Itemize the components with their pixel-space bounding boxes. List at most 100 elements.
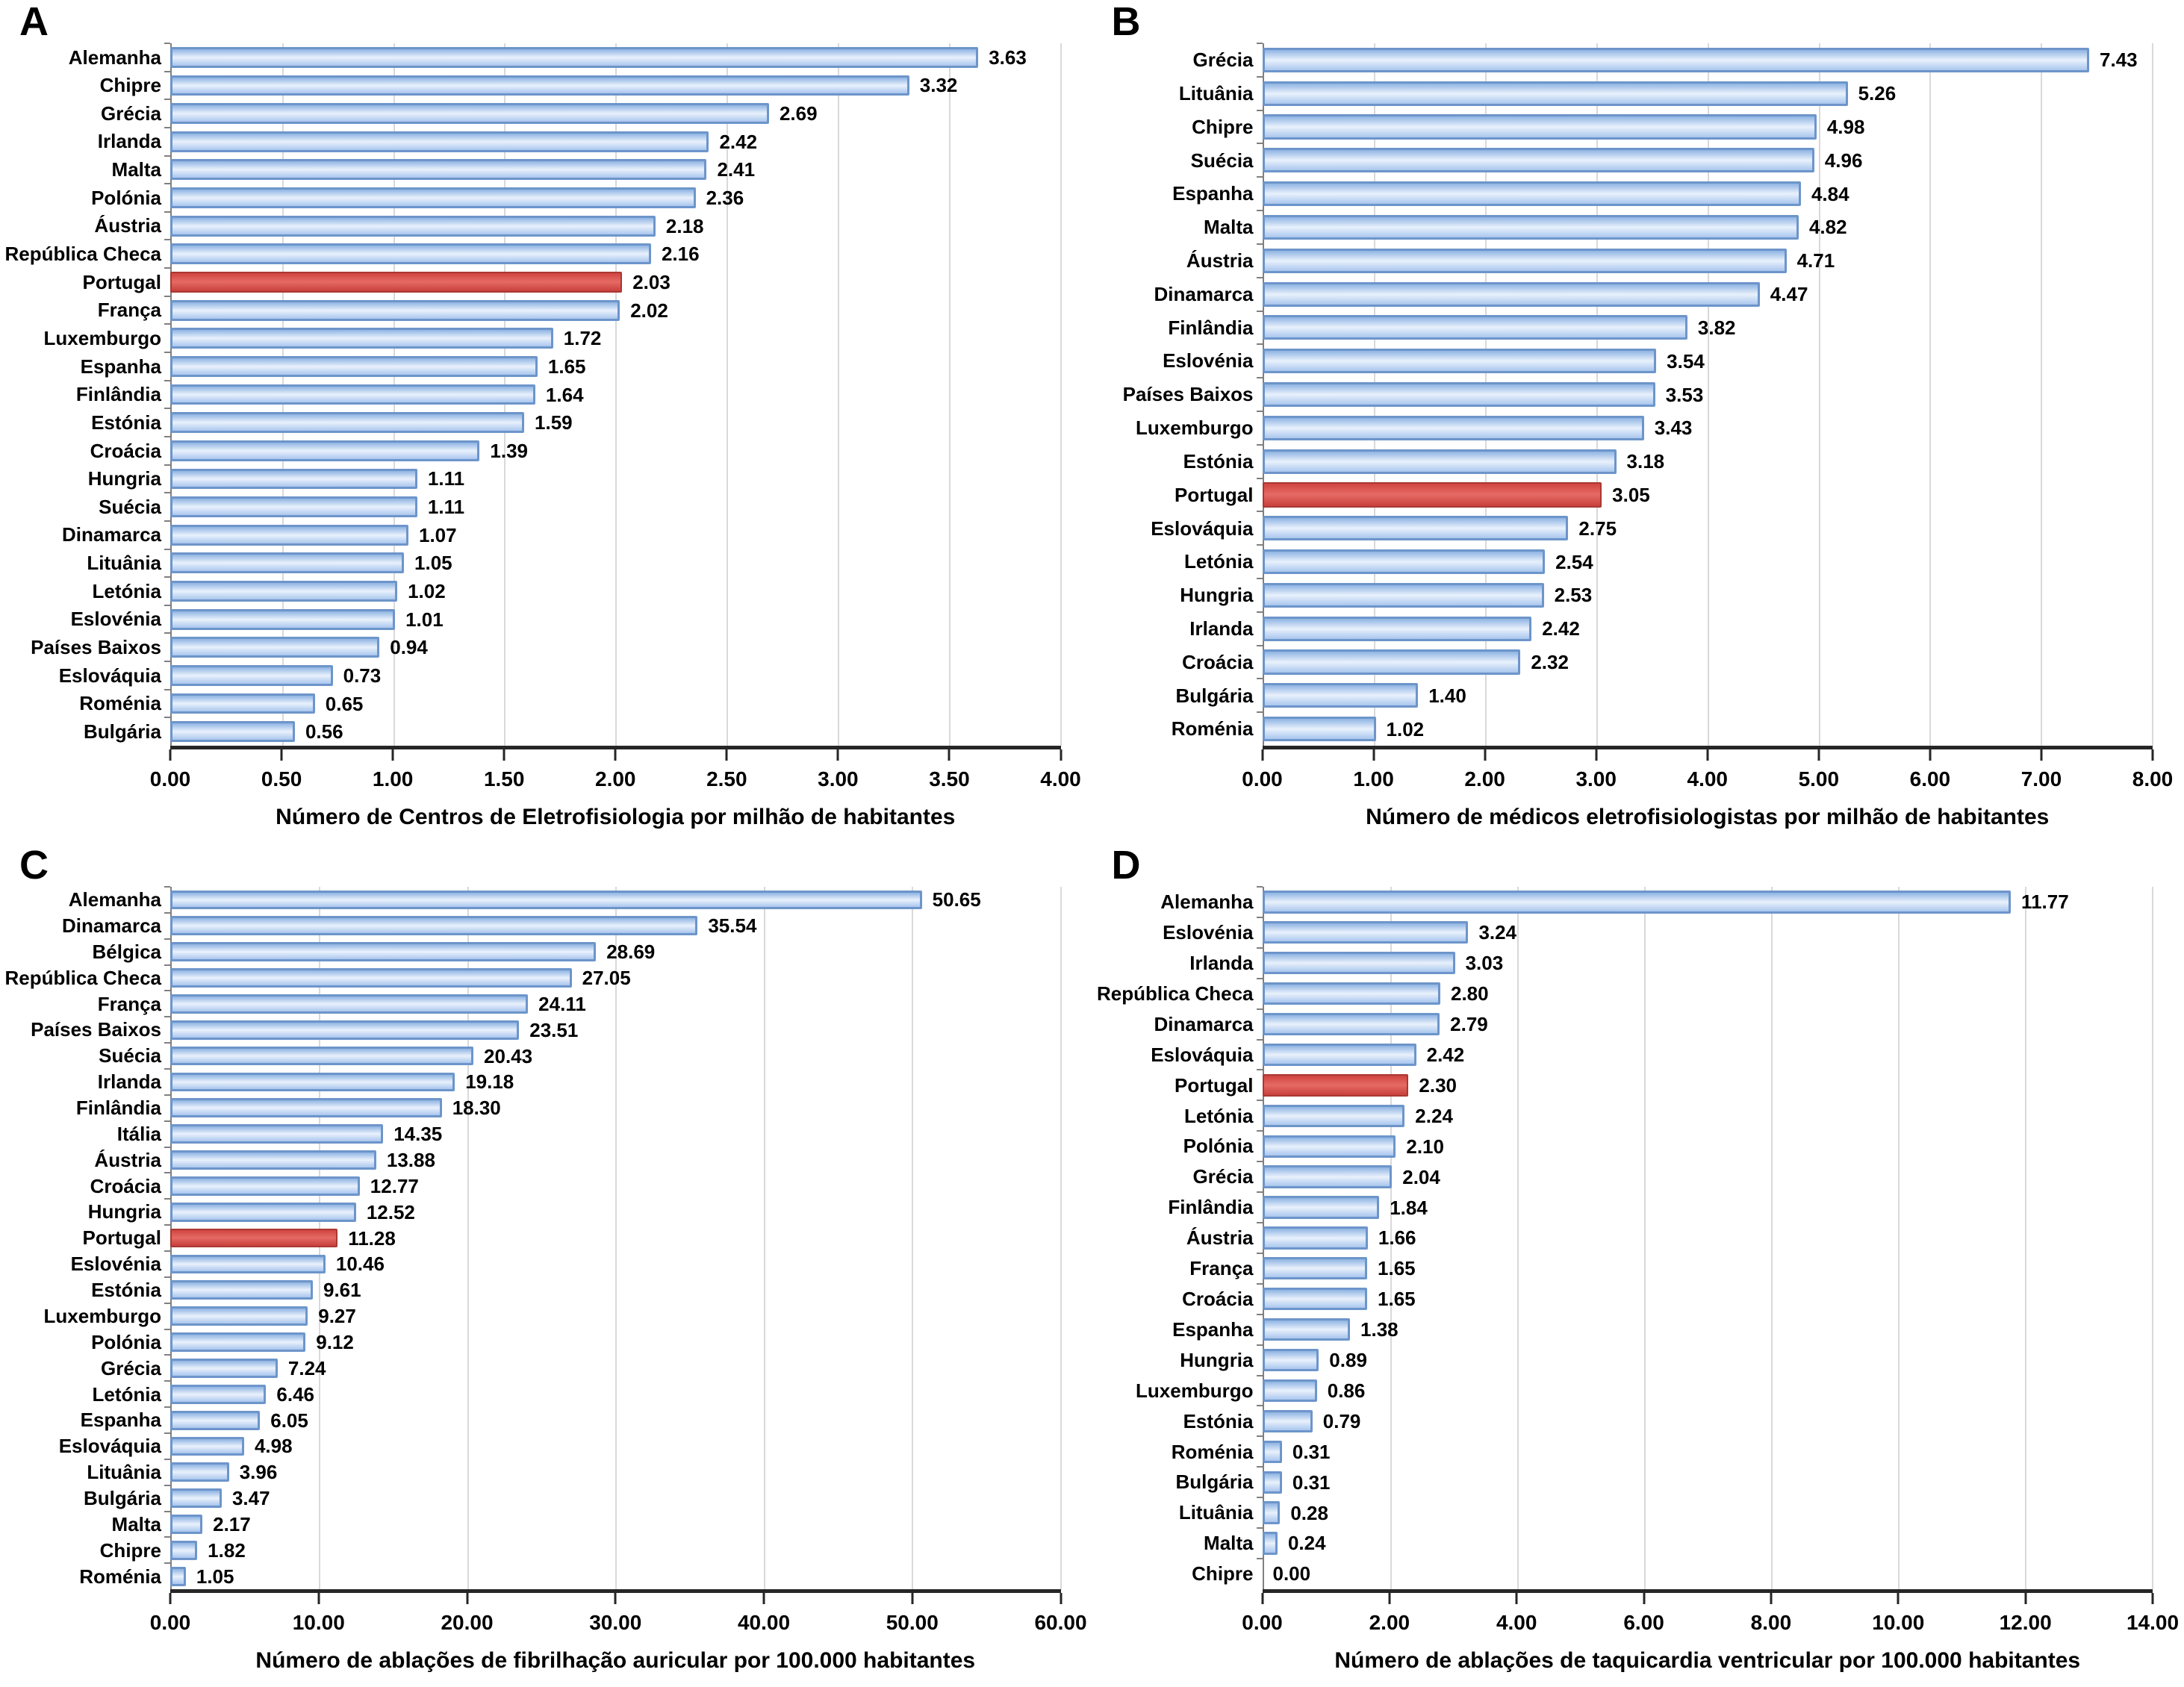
category-label: Letónia xyxy=(92,1382,161,1406)
category-label: República Checa xyxy=(4,966,161,989)
value-label: 7.43 xyxy=(2100,49,2138,72)
bar xyxy=(170,1410,261,1430)
chart-row: Croácia 1.65 xyxy=(1092,1282,2153,1315)
value-label: 12.52 xyxy=(366,1200,415,1223)
category-label: Finlândia xyxy=(75,383,161,406)
bar xyxy=(170,103,769,125)
bar-track: 3.32 xyxy=(170,72,1061,100)
bar-track: 3.05 xyxy=(1262,478,2153,512)
chart-row: República Checa 2.80 xyxy=(1092,977,2153,1009)
chart-row: Eslovénia 3.24 xyxy=(1092,916,2153,948)
value-label: 11.28 xyxy=(348,1226,396,1250)
bar xyxy=(170,46,979,68)
bar-track: 24.11 xyxy=(170,991,1061,1017)
category-label: Malta xyxy=(111,1512,161,1535)
bar-track: 2.02 xyxy=(170,296,1061,325)
category-label: Chipre xyxy=(99,1538,161,1562)
bar-track: 4.82 xyxy=(1262,211,2153,244)
bar xyxy=(1262,1318,1351,1341)
value-label: 2.42 xyxy=(1426,1043,1465,1066)
bar xyxy=(1262,1532,1278,1555)
chart-panel-b: B Grécia 7.43 Lituânia 5.26 Chipre 4.98 Suécia 4… xyxy=(1092,0,2184,844)
gridline xyxy=(1897,887,1900,1589)
chart-row: Dinamarca 1.07 xyxy=(0,520,1061,549)
bar xyxy=(170,1488,222,1509)
chart-row: Alemanha 11.77 xyxy=(1092,886,2153,917)
chart-row: Lituânia 0.28 xyxy=(1092,1497,2153,1528)
bar-track: 1.05 xyxy=(170,1563,1061,1589)
chart-row: Irlanda 19.18 xyxy=(0,1068,1061,1095)
bar-track: 0.31 xyxy=(1262,1467,2153,1497)
category-label: Letónia xyxy=(92,579,161,602)
category-label: Roménia xyxy=(79,692,161,715)
category-label: Dinamarca xyxy=(62,523,161,546)
bar xyxy=(170,159,707,181)
x-tick-label: 10.00 xyxy=(292,1611,345,1634)
chart-row: Finlândia 1.64 xyxy=(0,379,1061,409)
category-label: França xyxy=(1189,1257,1254,1280)
category-label: Áustria xyxy=(1186,1226,1254,1250)
bar xyxy=(1262,81,1848,106)
x-axis-tick xyxy=(836,749,839,761)
bar xyxy=(170,1020,520,1040)
bar-track: 27.05 xyxy=(170,965,1061,991)
bar xyxy=(1262,1288,1368,1311)
bar xyxy=(170,552,405,574)
bar-track: 6.46 xyxy=(170,1381,1061,1407)
bar-track: 9.27 xyxy=(170,1303,1061,1329)
bar xyxy=(1262,47,2090,72)
bar xyxy=(1262,1501,1281,1524)
bar-track: 23.51 xyxy=(170,1017,1061,1043)
x-tick-label: 2.00 xyxy=(1369,1611,1410,1634)
x-axis-title: Número de ablações de taquicardia ventri… xyxy=(1334,1648,2081,1673)
bar xyxy=(1262,1471,1282,1494)
x-axis-tick xyxy=(1929,749,1932,761)
category-label: Grécia xyxy=(101,102,161,125)
chart-row: Croácia 12.77 xyxy=(0,1172,1061,1199)
chart-row: Grécia 7.24 xyxy=(0,1354,1061,1381)
chart-row: Estónia 9.61 xyxy=(0,1276,1061,1303)
x-axis-tick xyxy=(1372,749,1375,761)
bar xyxy=(1262,148,1814,173)
chart-row: Bulgária 3.47 xyxy=(0,1484,1061,1512)
bar xyxy=(1262,449,1617,474)
bar xyxy=(1262,415,1644,440)
chart-row: Finlândia 1.84 xyxy=(1092,1191,2153,1223)
value-label: 2.03 xyxy=(632,270,671,293)
value-label: 2.53 xyxy=(1554,584,1593,607)
bar-track: 9.12 xyxy=(170,1329,1061,1356)
chart-row: Malta 0.24 xyxy=(1092,1527,2153,1559)
value-label: 1.01 xyxy=(405,608,444,631)
value-label: 1.59 xyxy=(535,411,573,434)
gridline xyxy=(912,887,914,1589)
chart-row: Áustria 1.66 xyxy=(1092,1221,2153,1253)
bar-track: 2.32 xyxy=(1262,646,2153,679)
category-label: Portugal xyxy=(82,270,161,293)
category-label: Eslováquia xyxy=(58,1435,161,1458)
value-label: 2.02 xyxy=(630,299,668,322)
category-label: Espanha xyxy=(80,1409,161,1432)
chart-row: Lituânia 1.05 xyxy=(0,548,1061,578)
value-label: 4.98 xyxy=(254,1435,293,1458)
chart-row: Grécia 2.69 xyxy=(0,99,1061,128)
chart-row: Suécia 20.43 xyxy=(0,1042,1061,1069)
category-label: Eslováquia xyxy=(1151,1043,1254,1066)
bar-track: 12.77 xyxy=(170,1173,1061,1199)
value-label: 2.42 xyxy=(1542,617,1580,640)
chart-row: Polónia 9.12 xyxy=(0,1328,1061,1356)
bar-track: 2.04 xyxy=(1262,1161,2153,1192)
chart-row: Eslovénia 10.46 xyxy=(0,1250,1061,1277)
bar-track: 1.02 xyxy=(170,577,1061,605)
bar xyxy=(170,1384,267,1404)
value-label: 1.82 xyxy=(208,1538,246,1562)
gridline xyxy=(467,887,469,1589)
bar-track: 1.40 xyxy=(1262,679,2153,712)
bar xyxy=(1262,1409,1313,1432)
value-label: 3.96 xyxy=(239,1461,278,1484)
x-tick-label: 50.00 xyxy=(886,1611,939,1634)
category-label: Grécia xyxy=(101,1356,161,1379)
bar xyxy=(170,968,572,988)
value-label: 28.69 xyxy=(606,941,656,964)
value-label: 50.65 xyxy=(932,888,981,911)
bar-track: 0.24 xyxy=(1262,1528,2153,1559)
